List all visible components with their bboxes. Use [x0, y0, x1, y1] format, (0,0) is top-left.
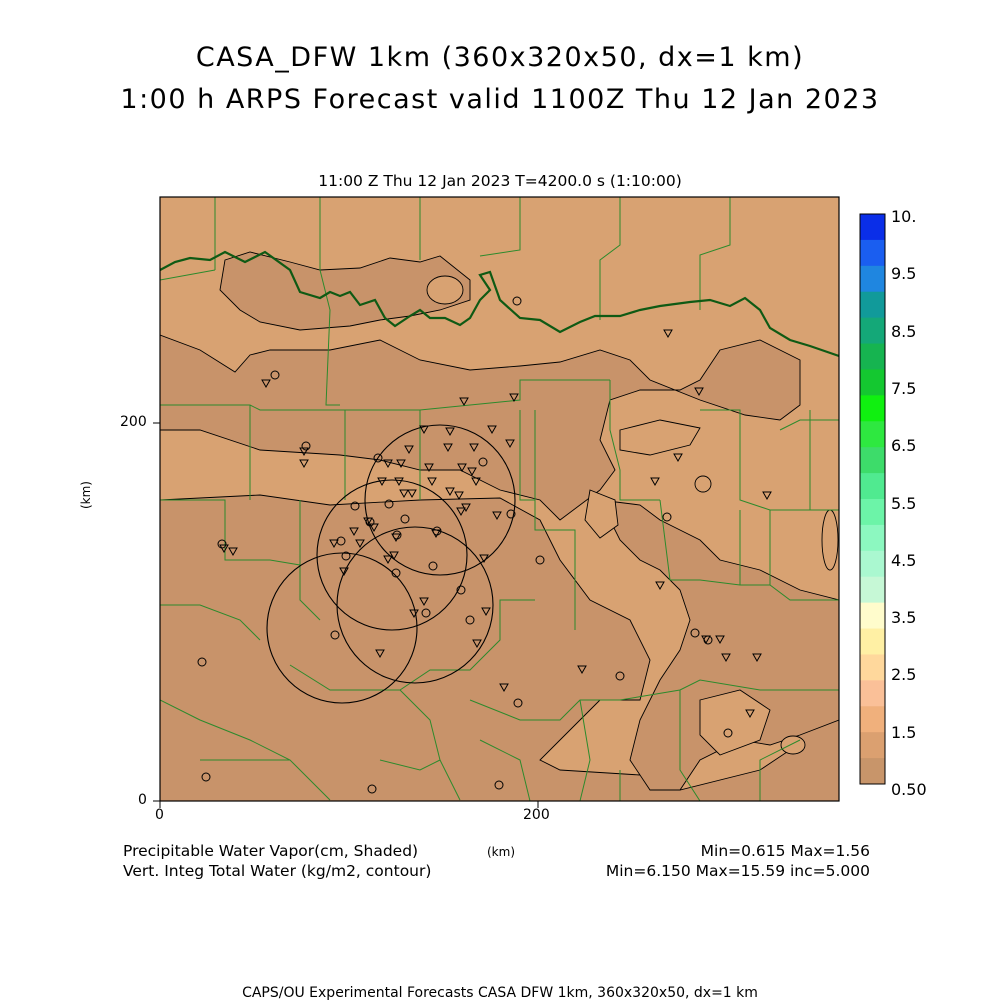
x-tick-0: 0 [155, 807, 164, 823]
plot-frame [159, 196, 840, 802]
colorbar-frame [859, 213, 886, 785]
y-axis-label: (km) [79, 480, 94, 510]
contour-stats: Min=6.150 Max=15.59 inc=5.000 [605, 862, 870, 880]
colorbar-label: 4.5 [891, 550, 917, 570]
shaded-stats: Min=0.615 Max=1.56 [700, 842, 870, 860]
colorbar-swatch [860, 369, 885, 396]
station-markers [197, 296, 772, 794]
map-title-line-2: 1:00 h ARPS Forecast valid 1100Z Thu 12 … [120, 84, 880, 115]
plot-time-subtitle: 11:00 Z Thu 12 Jan 2023 T=4200.0 s (1:10… [318, 172, 682, 190]
pw-darker-regions [160, 251, 839, 801]
county-boundaries [160, 197, 839, 801]
colorbar-label: 8.5 [891, 321, 917, 341]
colorbar-swatch [860, 447, 885, 474]
colorbar-label: 0.50 [891, 780, 927, 799]
colorbar-swatch [860, 602, 885, 630]
y-tick-0: 0 [138, 792, 147, 808]
contour-field-label: Vert. Integ Total Water (kg/m2, contour) [123, 862, 432, 880]
axis-tick-marks [153, 422, 539, 808]
colorbar-swatch [860, 732, 885, 759]
radar-range-rings [266, 424, 516, 704]
colorbar-label: 10. [891, 207, 917, 226]
colorbar-swatch [860, 524, 885, 552]
colorbar-swatch [860, 395, 885, 422]
colorbar-label: 2.5 [891, 665, 917, 685]
footer-credit: CAPS/OU Experimental Forecasts CASA DFW … [242, 985, 758, 1001]
colorbar-swatch [860, 214, 885, 241]
x-axis-unit: (km) [487, 845, 516, 859]
colorbar-swatch [860, 265, 885, 293]
y-tick-200: 200 [120, 414, 147, 430]
colorbar-swatch [860, 628, 885, 655]
x-tick-200: 200 [523, 807, 550, 823]
colorbar-swatch [860, 291, 885, 319]
colorbar-swatch [860, 758, 885, 785]
colorbar-swatch [860, 680, 885, 707]
colorbar-swatch [860, 654, 885, 681]
shaded-field-label: Precipitable Water Vapor(cm, Shaded) [123, 842, 419, 860]
colorbar [859, 213, 886, 785]
colorbar-swatch [860, 317, 885, 345]
colorbar-swatch [860, 421, 885, 448]
colorbar-label: 3.5 [891, 608, 917, 628]
map-field [160, 197, 839, 801]
colorbar-swatch [860, 499, 885, 526]
colorbar-label: 9.5 [891, 264, 917, 284]
colorbar-swatch [860, 576, 885, 604]
colorbar-label: 6.5 [891, 436, 917, 456]
map-title-line-1: CASA_DFW 1km (360x320x50, dx=1 km) [195, 42, 805, 73]
colorbar-swatch [860, 706, 885, 733]
colorbar-label: 5.5 [891, 493, 917, 513]
state-boundary [160, 250, 839, 358]
colorbar-swatch [860, 473, 885, 500]
colorbar-label: 7.5 [891, 378, 917, 398]
colorbar-swatch [860, 343, 885, 370]
colorbar-swatch [860, 550, 885, 578]
colorbar-label: 1.5 [891, 722, 917, 742]
colorbar-swatch [860, 239, 885, 267]
